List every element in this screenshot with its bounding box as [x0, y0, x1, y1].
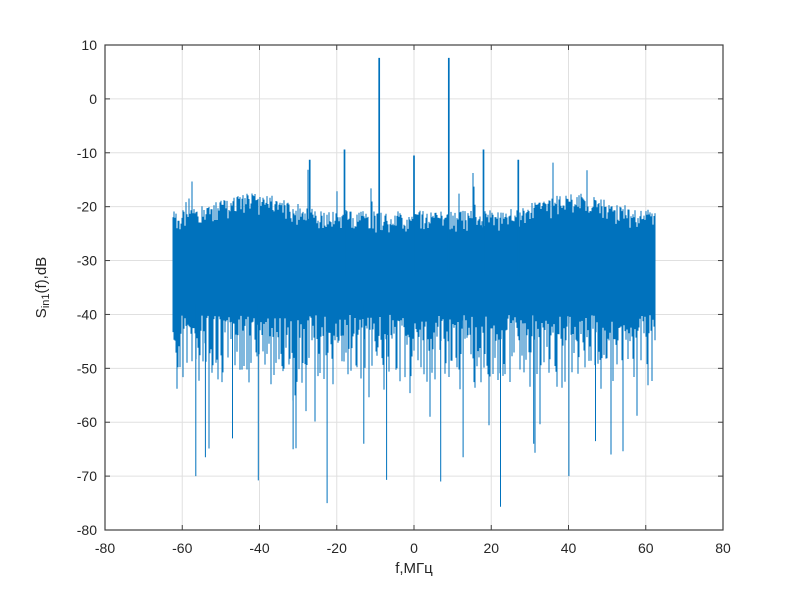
y-tick-label: -20	[77, 199, 97, 215]
x-tick-label: 20	[483, 540, 499, 556]
x-tick-label: 0	[410, 540, 418, 556]
spectrum-trace	[172, 57, 656, 507]
deep-null-spikes	[195, 303, 624, 507]
y-tick-label: -50	[77, 360, 97, 376]
tick-marks	[104, 44, 724, 531]
x-tick-label: 60	[638, 540, 654, 556]
x-tick-label: -60	[172, 540, 192, 556]
y-axis-label: Sin1(f),dB	[33, 257, 52, 318]
x-tick-label: -20	[327, 540, 347, 556]
y-tick-label: -70	[77, 468, 97, 484]
y-tick-label: -40	[77, 306, 97, 322]
x-tick-label: -40	[249, 540, 269, 556]
noise-floor-trace	[172, 162, 656, 455]
y-tick-label: -30	[77, 253, 97, 269]
x-axis-label: f,МГц	[395, 560, 433, 577]
x-tick-label: -80	[95, 540, 115, 556]
y-tick-label: -10	[77, 145, 97, 161]
y-tick-label: -60	[77, 414, 97, 430]
y-tick-label: -80	[77, 522, 97, 538]
y-tick-label: 0	[89, 91, 97, 107]
y-tick-label: 10	[81, 37, 97, 53]
axis-labels: -80 -60 -40 -20 0 20 40 60 80100-10-20-30-40-50-…	[33, 37, 731, 577]
tone-peaks	[308, 57, 520, 277]
x-tick-label: 40	[561, 540, 577, 556]
x-tick-label: 80	[715, 540, 731, 556]
